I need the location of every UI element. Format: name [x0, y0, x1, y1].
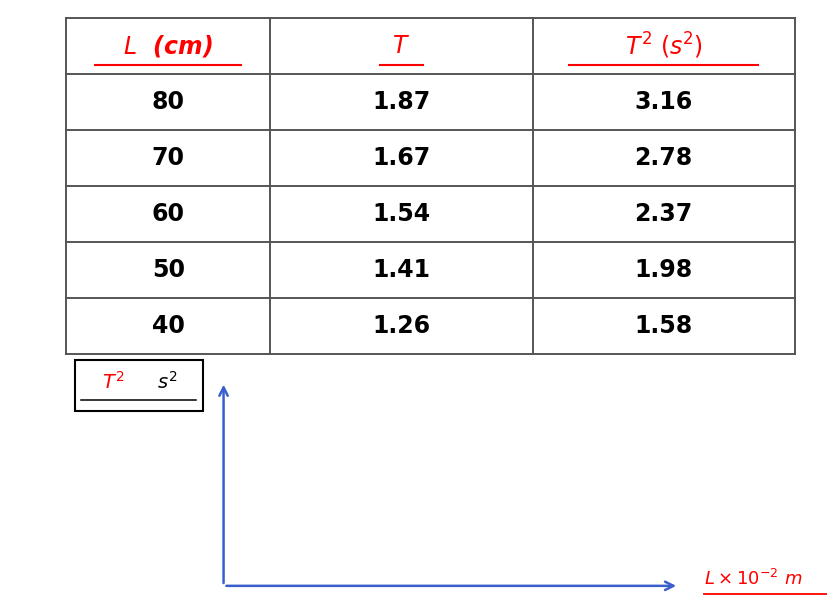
- Text: 50: 50: [151, 258, 184, 282]
- Text: $\mathit{L} \times 10^{-2}\ \mathit{m}$: $\mathit{L} \times 10^{-2}\ \mathit{m}$: [703, 569, 801, 589]
- Text: 1.26: 1.26: [372, 314, 430, 338]
- Text: 40: 40: [151, 314, 184, 338]
- Text: 1.67: 1.67: [372, 146, 430, 170]
- Text: 1.41: 1.41: [372, 258, 430, 282]
- Text: 3.16: 3.16: [633, 90, 692, 114]
- Text: 1.98: 1.98: [633, 258, 692, 282]
- Text: 1.87: 1.87: [372, 90, 430, 114]
- Text: $\mathit{L}$  (cm): $\mathit{L}$ (cm): [123, 34, 213, 59]
- Text: 2.37: 2.37: [633, 202, 692, 226]
- Bar: [74, 361, 203, 411]
- Text: 1.58: 1.58: [633, 314, 692, 338]
- Text: $\mathit{T}^2\ \mathit{(s}^2\mathit{)}$: $\mathit{T}^2\ \mathit{(s}^2\mathit{)}$: [624, 31, 702, 62]
- Text: 80: 80: [151, 90, 184, 114]
- Text: 60: 60: [151, 202, 184, 226]
- Text: 2.78: 2.78: [633, 146, 692, 170]
- Text: $\mathit{s}^2$: $\mathit{s}^2$: [156, 371, 177, 393]
- Text: $\mathit{T}^2$: $\mathit{T}^2$: [102, 371, 124, 393]
- Text: 70: 70: [151, 146, 184, 170]
- Text: $\mathit{T}$: $\mathit{T}$: [392, 34, 410, 59]
- Text: 1.54: 1.54: [372, 202, 430, 226]
